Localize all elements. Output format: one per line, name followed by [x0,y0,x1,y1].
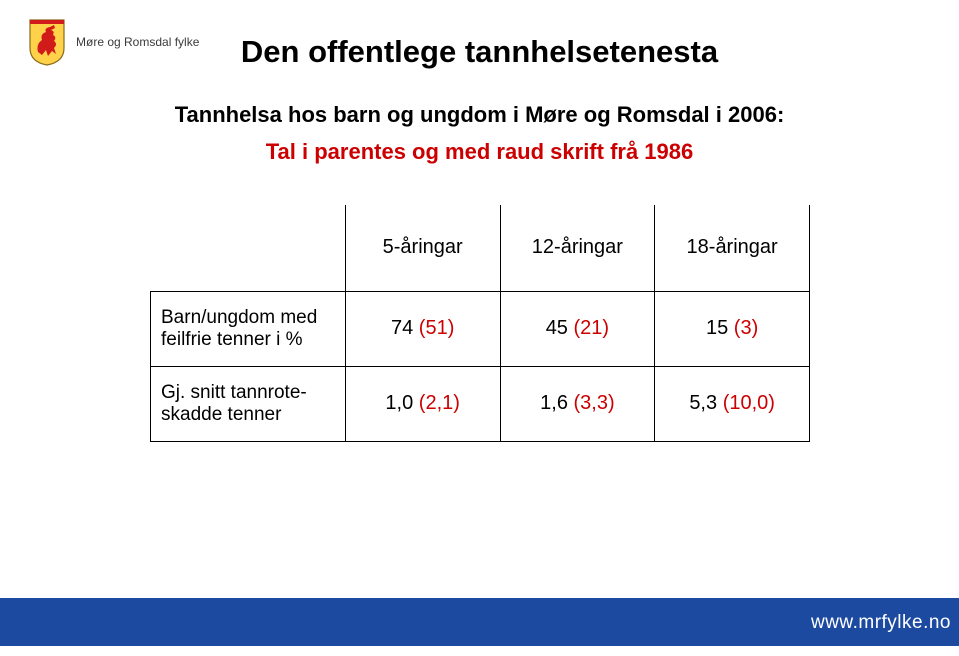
subtitle-line1: Tannhelsa hos barn og ungdom i Møre og R… [0,102,959,128]
cell-paren: (2,1) [419,392,460,414]
cell-value: 1,0 [385,392,413,414]
cell-r2c1: 1,0 (2,1) [345,366,500,441]
cell-paren: (3) [734,317,758,339]
cell-paren: (10,0) [723,392,775,414]
cell-paren: (3,3) [574,392,615,414]
cell-value: 45 [546,317,568,339]
cell-paren: (51) [419,317,455,339]
cell-paren: (21) [574,317,610,339]
subtitle-line2: Tal i parentes og med raud skrift frå 19… [0,139,959,165]
slide: Møre og Romsdal fylke Den offentlege tan… [0,0,959,656]
col-header-5: 5-åringar [345,205,500,291]
page-title: Den offentlege tannhelsetenesta [0,34,959,70]
row-label-2: Gj. snitt tannrote-skadde tenner [151,366,346,441]
cell-r1c1: 74 (51) [345,291,500,366]
data-table-wrap: 5-åringar 12-åringar 18-åringar Barn/ung… [150,205,810,442]
col-header-18: 18-åringar [655,205,810,291]
cell-value: 74 [391,317,413,339]
row-label-1: Barn/ungdom med feilfrie tenner i % [151,291,346,366]
footer-url: www.mrfylke.no [811,612,951,634]
cell-value: 1,6 [540,392,568,414]
cell-r2c2: 1,6 (3,3) [500,366,655,441]
data-table: 5-åringar 12-åringar 18-åringar Barn/ung… [150,205,810,442]
col-header-12: 12-åringar [500,205,655,291]
cell-r2c3: 5,3 (10,0) [655,366,810,441]
table-row: Barn/ungdom med feilfrie tenner i % 74 (… [151,291,810,366]
cell-r1c2: 45 (21) [500,291,655,366]
table-corner-empty [151,205,346,291]
cell-value: 15 [706,317,728,339]
table-header-row: 5-åringar 12-åringar 18-åringar [151,205,810,291]
cell-value: 5,3 [689,392,717,414]
table-row: Gj. snitt tannrote-skadde tenner 1,0 (2,… [151,366,810,441]
cell-r1c3: 15 (3) [655,291,810,366]
